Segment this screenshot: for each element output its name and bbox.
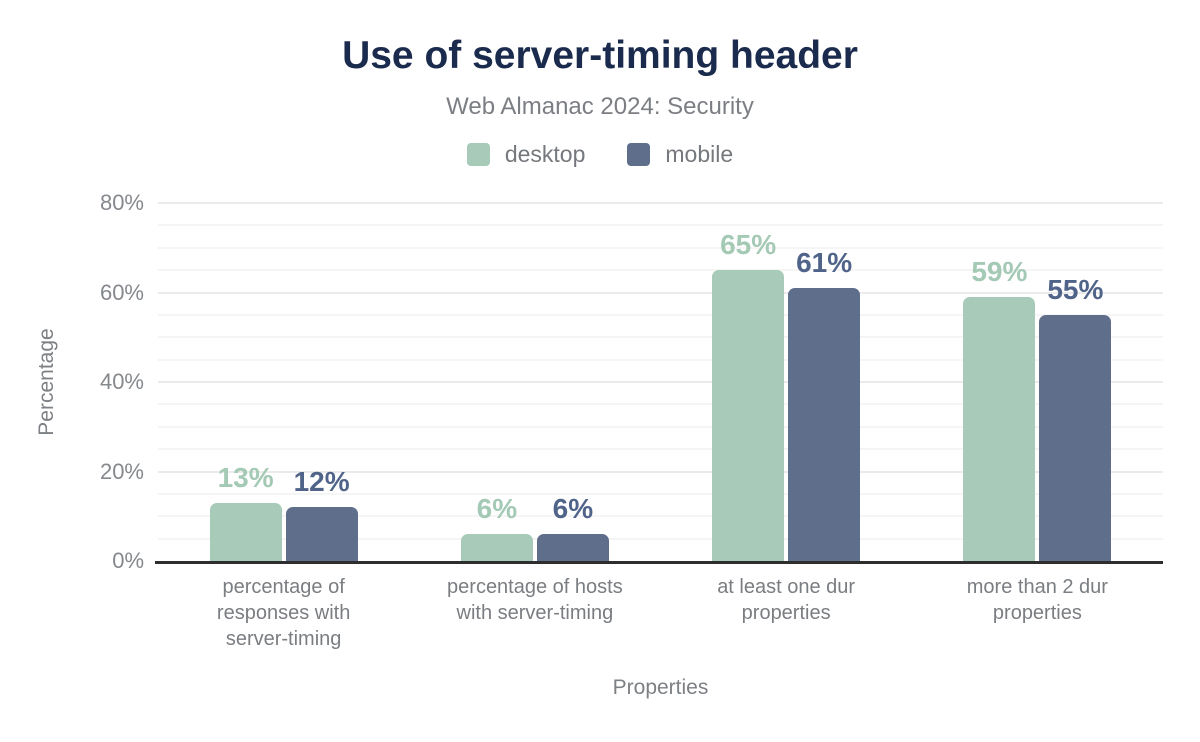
gridline-minor [158,492,1163,495]
legend-label: desktop [504,141,586,167]
y-tick-label: 80% [99,190,144,215]
bar-wrap-mobile: 12% [285,466,358,561]
bar-wrap-desktop: 13% [209,461,282,561]
x-axis-line [155,561,1163,564]
gridline-major [158,202,1163,204]
bar-wrap-mobile: 6% [536,493,609,561]
bar-wrap-mobile: 55% [1039,273,1112,561]
gridline-major [158,291,1163,294]
legend-swatch-desktop [466,143,490,166]
gridline-minor [158,269,1163,272]
bar-value-label-mobile: 12% [293,466,350,498]
bar-wrap-mobile: 61% [788,247,861,561]
gridline-minor [158,313,1163,316]
legend-swatch-mobile [627,143,651,166]
bar-value-label-mobile: 61% [796,247,853,279]
bar-mobile[interactable] [788,288,861,561]
legend-label: mobile [665,141,734,167]
bar-mobile[interactable] [1039,314,1112,561]
bar-wrap-desktop: 6% [460,493,533,561]
x-axis-title: Properties [612,676,709,699]
bar-desktop[interactable] [963,296,1036,561]
bar-wrap-desktop: 65% [712,229,785,561]
bar-group: 6% 6% [409,203,660,561]
y-tick-label: 40% [99,369,144,394]
gridline-minor [158,246,1163,249]
bar-group: 65% 61% [661,203,912,561]
bar-group: 13% 12% [158,203,409,561]
legend-item-desktop[interactable]: desktop [466,141,586,168]
bar-mobile[interactable] [285,507,358,561]
gridline-minor [158,336,1163,339]
bar-wrap-desktop: 59% [963,255,1036,561]
legend-item-mobile[interactable]: mobile [627,141,733,168]
bar-desktop[interactable] [712,270,785,561]
category-label: percentage of hosts with server-timing [447,576,623,624]
bar-value-label-desktop: 65% [720,229,777,261]
chart-title: Use of server-timing header [342,34,858,77]
gridline-minor [158,403,1163,406]
y-tick-label: 20% [99,458,144,484]
gridline-minor [158,515,1163,518]
bar-desktop[interactable] [209,502,282,561]
category-label: more than 2 dur properties [966,576,1108,624]
bar-value-label-desktop: 59% [971,255,1028,287]
y-tick-label: 0% [112,548,144,573]
plot-area: 13% 12% 6% 6% 65% 61% 59% 55% [155,202,1163,564]
bar-value-label-mobile: 55% [1047,273,1104,305]
y-axis-tick-labels: 0% 20% 40% 60% 80% [0,190,144,573]
bar-value-label-desktop: 13% [217,461,274,493]
gridline-major [158,470,1163,473]
legend: desktop mobile [0,141,1200,168]
bar-value-label-desktop: 6% [476,493,518,525]
bar-mobile[interactable] [536,534,609,561]
x-axis-category-labels: percentage of responses with server-timi… [158,574,1163,652]
bar-desktop[interactable] [460,534,533,561]
category-label: at least one dur properties [717,576,856,624]
gridline-minor [158,358,1163,361]
bar-group: 59% 55% [912,203,1163,561]
y-tick-label: 60% [99,279,144,305]
gridline-minor [158,448,1163,451]
chart-subtitle: Web Almanac 2024: Security [446,93,754,120]
gridline-minor [158,224,1163,227]
gridline-major [158,381,1163,383]
gridline-minor [158,537,1163,540]
category-label: percentage of responses with server-timi… [216,576,351,650]
bar-groups: 13% 12% 6% 6% 65% 61% 59% 55% [158,203,1163,561]
gridline-minor [158,425,1163,428]
bar-value-label-mobile: 6% [552,493,594,525]
